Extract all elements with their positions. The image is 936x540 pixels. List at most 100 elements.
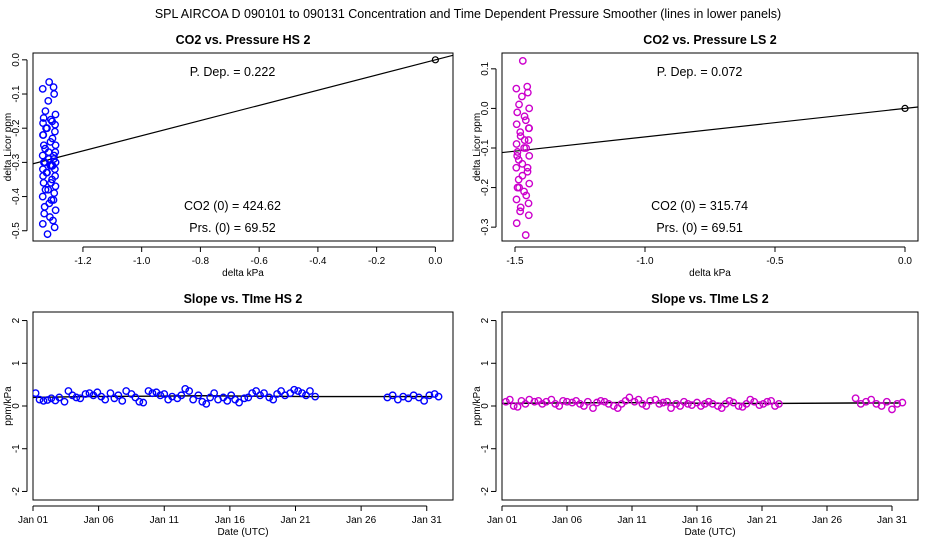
data-point	[634, 395, 643, 404]
y-tick-label: 2	[480, 317, 491, 323]
fit-line	[33, 54, 453, 165]
data-point	[882, 397, 891, 406]
x-tick-label: Jan 11	[617, 515, 647, 526]
data-point	[659, 398, 668, 407]
x-tick-label: -1.5	[506, 256, 524, 267]
x-tick-label: -0.6	[251, 256, 269, 267]
data-point	[568, 398, 577, 407]
data-point	[47, 394, 56, 403]
data-point	[663, 397, 671, 406]
x-tick-label: Jan 31	[877, 515, 907, 526]
data-point	[734, 402, 743, 410]
data-point	[502, 397, 510, 406]
data-point	[514, 175, 523, 184]
origin-point	[901, 104, 909, 113]
x-tick-label: -1.0	[133, 256, 151, 267]
data-point	[700, 399, 709, 408]
data-point	[888, 405, 896, 414]
data-point	[755, 401, 764, 410]
data-point	[717, 404, 726, 413]
data-point	[39, 131, 48, 139]
data-point	[530, 397, 539, 406]
y-tick-label: 1	[480, 360, 491, 366]
data-point	[893, 399, 902, 408]
data-point	[697, 402, 705, 410]
annotation-co2-intercept: CO2 (0) = 424.62	[184, 199, 281, 213]
data-point	[518, 171, 527, 180]
plot-frame	[32, 52, 454, 242]
data-point	[525, 124, 534, 133]
plot-frame	[501, 52, 919, 242]
data-point	[44, 96, 53, 105]
data-point	[676, 402, 684, 410]
panel-slope-vs-time-hs: Slope vs. TIme HS 2 Jan 01 Jan 06 Jan 11 Ja…	[3, 292, 454, 538]
data-point	[260, 389, 268, 398]
data-point	[194, 391, 203, 400]
data-point	[81, 390, 90, 398]
data-point	[50, 90, 59, 98]
data-point	[189, 395, 198, 404]
data-point	[135, 397, 144, 406]
data-point	[39, 396, 48, 405]
data-point	[516, 132, 525, 141]
data-point	[35, 395, 44, 404]
panel-co2-vs-pressure-ls: CO2 vs. Pressure LS 2 -1.5 -1.0 -0.5 0.0 0.1…	[472, 33, 919, 279]
data-point	[513, 152, 522, 160]
data-point	[515, 183, 524, 192]
data-point	[513, 148, 522, 156]
data-point	[118, 396, 127, 405]
y-tick-label: -0.5	[11, 222, 22, 240]
data-point	[38, 220, 47, 228]
data-point	[252, 387, 261, 395]
data-point	[47, 196, 56, 204]
y-axis-label: delta Licor ppm	[472, 113, 483, 181]
data-point	[725, 396, 734, 405]
data-point	[750, 397, 759, 406]
data-point	[520, 187, 528, 196]
y-tick-label: -0.3	[11, 153, 22, 171]
data-point	[520, 144, 529, 152]
data-point	[509, 402, 518, 410]
data-point	[388, 391, 397, 400]
axes: Jan 01 Jan 06 Jan 11 Jan 16 Jan 21 Jan 26 Jan …	[11, 317, 442, 526]
data-point	[41, 185, 50, 194]
data-point	[46, 115, 55, 124]
data-point	[523, 167, 532, 176]
annotation-pressure-dependence: P. Dep. = 0.072	[657, 65, 743, 79]
x-tick-label: 0.0	[898, 256, 912, 267]
x-tick-label: Jan 01	[18, 515, 48, 526]
y-tick-label: 0.1	[480, 61, 491, 75]
data-point	[72, 393, 81, 402]
data-point	[198, 397, 207, 406]
y-axis-label: delta Licor ppm	[3, 113, 14, 181]
annotation-pressure-dependence: P. Dep. = 0.222	[190, 65, 276, 79]
data-point	[51, 141, 60, 150]
figure-title: SPL AIRCOA D 090101 to 090131 Concentrat…	[155, 7, 781, 21]
data-point	[55, 393, 64, 402]
data-point	[244, 393, 253, 402]
data-point	[47, 161, 56, 170]
data-point	[551, 399, 560, 408]
data-point	[131, 393, 140, 402]
data-point	[434, 392, 443, 401]
data-point	[518, 159, 527, 168]
data-point	[625, 393, 634, 402]
y-tick-label: 0	[11, 403, 22, 409]
data-point	[43, 396, 52, 404]
y-tick-label: -1	[480, 444, 491, 453]
data-point	[85, 389, 94, 398]
data-point	[524, 211, 533, 220]
data-point	[522, 191, 531, 200]
data-point	[559, 396, 567, 405]
data-point	[555, 402, 564, 410]
data-point	[523, 163, 532, 172]
data-point	[513, 108, 522, 117]
data-point	[139, 398, 148, 407]
data-point	[512, 120, 521, 129]
y-axis-label: ppm/kPa	[472, 386, 483, 426]
data-point	[38, 151, 47, 160]
data-point	[516, 128, 525, 137]
plot-frame	[32, 311, 454, 501]
x-axis-label: delta kPa	[222, 268, 264, 279]
